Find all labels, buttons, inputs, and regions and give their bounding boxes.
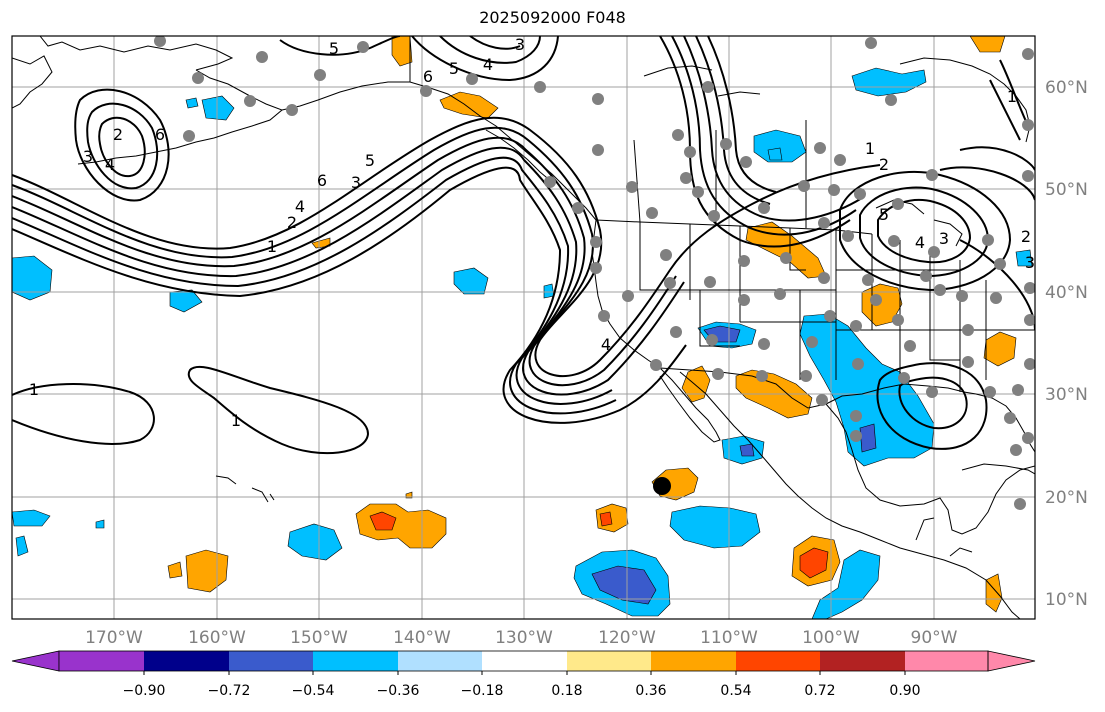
lat-label: 30°N [1045,385,1088,405]
colorbar-tick-label: 0.18 [551,683,582,699]
colorbar-segment [313,651,398,671]
contour-label: 2 [879,155,889,174]
contour-label: 1 [267,237,277,256]
contour-label: 2 [113,125,123,144]
contour-label: 1 [29,380,39,399]
lat-label: 10°N [1045,590,1088,610]
colorbar-tick-label: −0.54 [292,683,335,699]
longitude-labels: 170°W 160°W 150°W 140°W 130°W 120°W 110°… [85,628,958,648]
lon-label: 100°W [802,628,860,648]
lon-label: 130°W [495,628,553,648]
contour-label: 2 [287,213,297,232]
contour-label: 5 [329,39,339,58]
contour-label: 1 [865,139,875,158]
contour-label: 3 [939,229,949,248]
contour-label: 1 [231,411,241,430]
contour-label-group: 5 4 3 6 5 4 2 3 6 1 2 4 6 3 5 1 1 1 2 5 [29,35,1035,430]
contour-label: 5 [879,205,889,224]
colorbar-segment [651,651,736,671]
colorbar-tick-label: −0.90 [123,683,166,699]
contour-lines [12,36,1035,455]
contour-label: 1 [1007,87,1017,106]
contour-label: 3 [351,173,361,192]
colorbar-tick-label: 0.54 [720,683,751,699]
station-dots [154,36,1035,510]
colorbar-segment [59,651,144,671]
colorbar-min-extension [11,650,60,672]
contour-label: 4 [601,335,611,354]
contour-label: 3 [515,35,525,54]
lon-label: 170°W [85,628,143,648]
colorbar-segment [144,651,229,671]
lat-label: 60°N [1045,78,1088,98]
contour-label: 5 [449,59,459,78]
contour-label: 5 [365,151,375,170]
colorbar-tick-label: 0.90 [889,683,920,699]
colorbar-tick-label: 0.36 [635,683,666,699]
contour-label: 4 [295,197,305,216]
contour-label: 6 [155,125,165,144]
colorbar-tick-label: −0.18 [461,683,504,699]
lon-label: 140°W [393,628,451,648]
colorbar-segment [482,651,567,671]
lat-label: 20°N [1045,488,1088,508]
colorbar-max-extension [987,650,1036,672]
lon-label: 150°W [290,628,348,648]
map-frame [11,35,1036,620]
lon-label: 90°W [911,628,958,648]
colorbar-tick-label: −0.72 [208,683,251,699]
figure-title: 2025092000 F048 [479,8,626,27]
colorbar: −0.90 −0.72 −0.54 −0.36 −0.18 0.18 0.36 … [11,650,1036,699]
lat-label: 50°N [1045,180,1088,200]
contour-label: 6 [317,171,327,190]
contour-label: 4 [483,55,493,74]
colorbar-segment [905,651,988,671]
lon-label: 120°W [598,628,656,648]
colorbar-segment [567,651,651,671]
colorbar-segment [736,651,820,671]
contour-label: 4 [915,233,925,252]
latitude-labels: 60°N 50°N 40°N 30°N 20°N 10°N [1045,78,1088,610]
lon-label: 160°W [188,628,246,648]
colorbar-segment [229,651,313,671]
colorbar-segment [398,651,482,671]
colorbar-segment [820,651,905,671]
colorbar-tick-label: 0.72 [804,683,835,699]
contour-label: 4 [105,155,115,174]
location-marker [653,477,671,495]
contour-label: 6 [423,67,433,86]
contour-label: 2 [1021,227,1031,246]
colorbar-tick-label: −0.36 [377,683,420,699]
contour-label: 3 [1025,253,1035,272]
lat-label: 40°N [1045,283,1088,303]
contour-label: 3 [83,147,93,166]
lon-label: 110°W [700,628,758,648]
graticule [12,36,1035,619]
